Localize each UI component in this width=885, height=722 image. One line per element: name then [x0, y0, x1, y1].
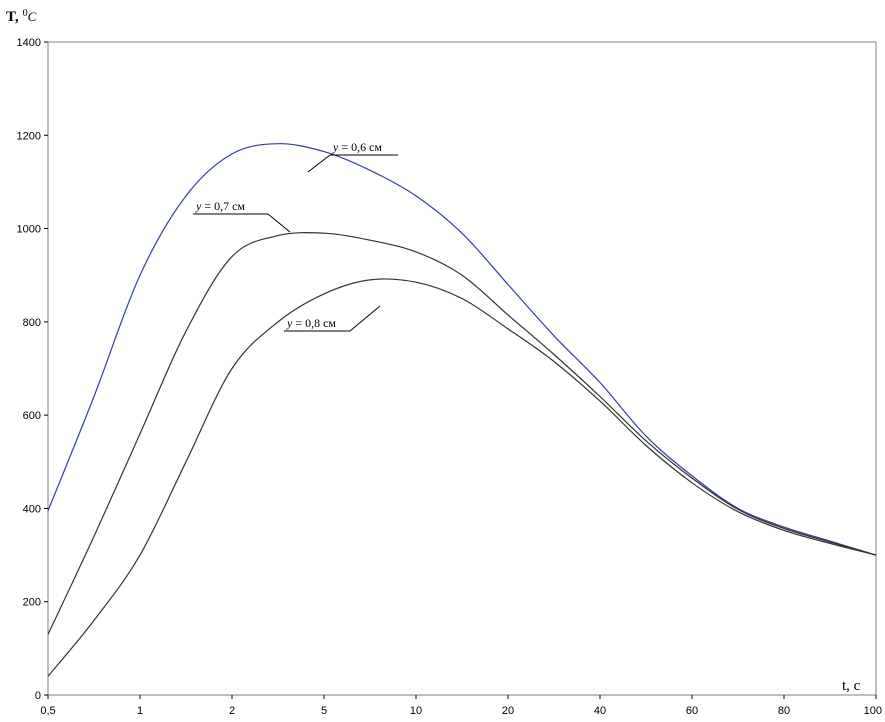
y-axis-title: T, 0C [6, 8, 37, 25]
x-tick-label: 2 [229, 705, 235, 717]
series-line-y06 [47, 143, 877, 556]
x-tick-label: 20 [502, 705, 514, 717]
y-tick-label: 1400 [17, 37, 41, 49]
x-tick-label: 40 [594, 705, 606, 717]
y-tick-label: 800 [23, 317, 41, 329]
leader-line [349, 305, 381, 332]
y-tick-label: 1200 [17, 130, 41, 142]
x-tick-label: 60 [686, 705, 698, 717]
series-label-y07: y = 0,7 см [195, 199, 245, 213]
y-tick-label: 600 [23, 410, 41, 422]
leader-line [307, 154, 331, 173]
series-label-y06: y = 0,6 см [332, 140, 382, 154]
series-lines [47, 143, 877, 677]
series-annotations: y = 0,6 см y = 0,7 см y = 0,8 см [193, 140, 398, 332]
x-tick-label: 80 [778, 705, 790, 717]
tick-labels: 0 200 400 600 800 1000 1200 1400 0,5 1 2 5 10 20 40 60 8… [17, 37, 882, 717]
series-label-y08: y = 0,8 см [286, 316, 336, 330]
leader-line [267, 213, 291, 233]
axes [47, 41, 877, 696]
series-line-y07 [47, 232, 877, 635]
y-tick-label: 1000 [17, 224, 41, 236]
x-tick-label: 5 [321, 705, 327, 717]
x-tick-label: 10 [410, 705, 422, 717]
x-tick-label: 100 [864, 705, 882, 717]
x-tick-label: 0,5 [40, 705, 55, 717]
x-tick-label: 1 [137, 705, 143, 717]
y-tick-label: 200 [23, 597, 41, 609]
y-tick-label: 400 [23, 503, 41, 515]
plot-frame [47, 41, 877, 696]
series-line-y08 [47, 278, 877, 677]
y-tick-label: 0 [35, 690, 41, 702]
x-axis-title: t, c [842, 678, 861, 694]
